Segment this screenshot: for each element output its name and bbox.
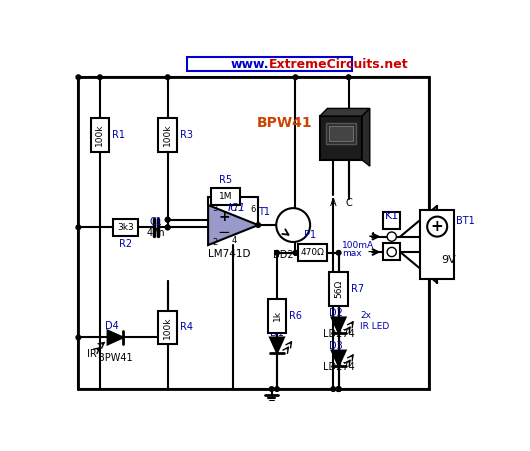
Text: +: + [368, 230, 378, 243]
Text: 2x
IR LED: 2x IR LED [360, 311, 390, 331]
Text: IR: IR [87, 350, 97, 359]
Circle shape [269, 387, 274, 391]
Circle shape [165, 217, 170, 222]
Polygon shape [332, 350, 346, 366]
Circle shape [275, 250, 279, 255]
Circle shape [337, 387, 341, 391]
Circle shape [165, 225, 170, 230]
Circle shape [76, 335, 81, 340]
Bar [420, 210, 454, 279]
Circle shape [387, 248, 396, 257]
Text: C1: C1 [149, 216, 163, 226]
Bar [113, 219, 138, 236]
Text: R6: R6 [289, 311, 302, 321]
Text: 100k: 100k [163, 124, 172, 146]
Text: R4: R4 [180, 322, 193, 332]
Polygon shape [208, 205, 258, 245]
Text: www.: www. [231, 58, 269, 71]
Text: 6: 6 [251, 205, 256, 214]
Text: −: − [217, 225, 230, 240]
Text: 3: 3 [213, 203, 218, 212]
Circle shape [337, 387, 341, 391]
Text: 3k3: 3k3 [117, 223, 134, 232]
Text: D2: D2 [329, 308, 342, 318]
Circle shape [293, 75, 298, 79]
Circle shape [76, 225, 81, 230]
Text: 1k: 1k [272, 310, 281, 322]
Polygon shape [270, 337, 284, 353]
Text: 100k: 100k [163, 316, 172, 339]
Text: +: + [218, 210, 229, 224]
Polygon shape [332, 318, 346, 333]
Text: BPW41: BPW41 [98, 353, 132, 363]
Bar [268, 299, 286, 333]
Bar [383, 212, 400, 229]
Text: 47n: 47n [147, 228, 165, 238]
Circle shape [337, 250, 341, 255]
Text: 100k: 100k [95, 124, 104, 146]
Text: T1: T1 [258, 207, 270, 217]
Bar [329, 272, 348, 306]
Text: IC1: IC1 [228, 203, 246, 213]
Bar [326, 123, 356, 144]
Polygon shape [108, 331, 123, 345]
Circle shape [165, 75, 170, 79]
Text: LD274: LD274 [323, 362, 355, 372]
Text: +: + [431, 219, 444, 234]
Circle shape [165, 225, 170, 230]
Text: P1: P1 [304, 230, 316, 240]
Text: R5: R5 [219, 175, 232, 185]
Circle shape [275, 387, 279, 391]
Text: BT1: BT1 [456, 216, 475, 226]
Text: LD274: LD274 [323, 329, 355, 339]
Text: 470Ω: 470Ω [301, 249, 324, 257]
Bar [158, 118, 177, 152]
Text: R3: R3 [180, 130, 193, 140]
Text: 56Ω: 56Ω [334, 280, 343, 298]
Bar [211, 188, 240, 205]
Bar [91, 118, 109, 152]
Text: C: C [345, 198, 352, 208]
Bar [320, 116, 362, 160]
Text: BD240: BD240 [273, 250, 306, 260]
Circle shape [346, 75, 351, 79]
Text: 9V: 9V [441, 255, 456, 265]
Text: D1: D1 [270, 328, 284, 338]
Text: ExtremeCircuits.net: ExtremeCircuits.net [269, 58, 409, 71]
Polygon shape [362, 108, 370, 166]
Circle shape [256, 223, 260, 227]
Text: 7: 7 [232, 203, 237, 212]
Text: −: − [367, 245, 378, 259]
Text: BPW41: BPW41 [257, 116, 312, 130]
Circle shape [276, 208, 310, 242]
Text: A: A [330, 198, 337, 208]
Bar [298, 244, 327, 261]
Text: 2: 2 [213, 238, 218, 247]
Circle shape [98, 75, 102, 79]
Text: K1: K1 [385, 211, 399, 221]
Bar [158, 311, 177, 345]
Bar [187, 57, 352, 71]
Text: 1M: 1M [219, 192, 232, 201]
Text: 100mA: 100mA [342, 240, 374, 249]
Text: 4: 4 [232, 236, 237, 245]
Circle shape [387, 232, 396, 241]
Text: D4: D4 [104, 321, 118, 331]
Circle shape [293, 250, 298, 255]
Bar [383, 243, 400, 260]
Text: R7: R7 [351, 284, 364, 294]
Text: D3: D3 [329, 341, 342, 351]
Bar [329, 126, 353, 141]
Bar [78, 77, 429, 389]
Text: R1: R1 [112, 130, 125, 140]
Text: max: max [342, 249, 361, 258]
Circle shape [331, 387, 335, 391]
Text: R2: R2 [119, 239, 132, 249]
Circle shape [427, 216, 447, 237]
Text: LM741D: LM741D [208, 249, 251, 259]
Polygon shape [320, 108, 370, 116]
Circle shape [165, 217, 170, 222]
Circle shape [76, 75, 81, 79]
Circle shape [337, 387, 341, 391]
